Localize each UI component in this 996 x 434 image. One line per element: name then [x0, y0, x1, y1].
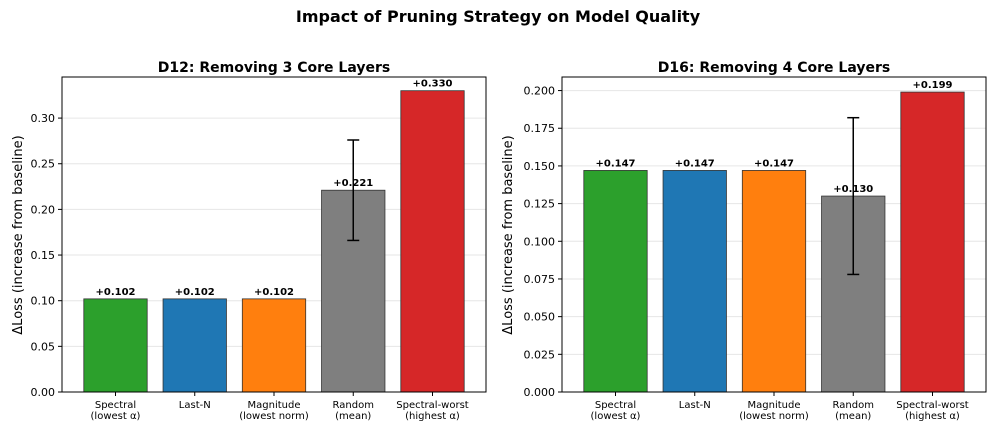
bar — [83, 298, 148, 393]
x-tick-label: Random (mean) — [833, 400, 874, 422]
data-label: +0.130 — [833, 184, 873, 195]
data-label: +0.199 — [912, 80, 952, 91]
x-tick-label: Magnitude (lowest norm) — [239, 400, 309, 422]
y-tick-label: 0.075 — [524, 273, 556, 286]
data-label: +0.330 — [412, 79, 452, 90]
y-tick-label: 0.175 — [524, 122, 556, 135]
y-tick-label: 0.200 — [524, 85, 556, 98]
plot-frame — [61, 76, 487, 393]
y-tick-label: 0.025 — [524, 348, 556, 361]
y-tick-label: 0.000 — [524, 386, 556, 399]
y-tick-label: 0.100 — [524, 235, 556, 248]
bar — [400, 90, 465, 393]
plot-frame — [561, 76, 987, 393]
chart-panel-d12: D12: Removing 3 Core Layers ΔLoss (incre… — [11, 60, 487, 422]
bar — [741, 170, 807, 393]
bar — [162, 298, 227, 393]
bar — [583, 170, 648, 393]
data-label: +0.147 — [675, 158, 715, 169]
data-label: +0.102 — [95, 287, 135, 298]
data-label: +0.147 — [595, 158, 635, 169]
panel-title: D16: Removing 4 Core Layers — [658, 60, 890, 76]
x-tick-label: Spectral-worst (highest α) — [396, 400, 469, 422]
panel-title: D12: Removing 3 Core Layers — [158, 60, 390, 76]
bar — [241, 298, 307, 393]
data-label: +0.147 — [754, 158, 794, 169]
x-tick-label: Spectral-worst (highest α) — [896, 400, 969, 422]
y-tick-label: 0.05 — [31, 340, 56, 353]
y-tick-label: 0.15 — [31, 249, 56, 262]
y-tick-label: 0.10 — [31, 295, 56, 308]
x-tick-label: Random (mean) — [333, 400, 374, 422]
y-tick-label: 0.20 — [31, 203, 56, 216]
bar — [662, 170, 727, 393]
y-axis-label: ΔLoss (increase from baseline) — [11, 135, 26, 334]
y-tick-label: 0.00 — [31, 386, 56, 399]
data-label: +0.102 — [254, 287, 294, 298]
data-label: +0.221 — [333, 178, 373, 189]
x-tick-label: Last-N — [679, 400, 711, 411]
figure-title: Impact of Pruning Strategy on Model Qual… — [296, 7, 701, 26]
y-tick-label: 0.125 — [524, 198, 556, 211]
y-tick-label: 0.25 — [31, 158, 56, 171]
x-tick-label: Last-N — [179, 400, 211, 411]
x-tick-label: Spectral (lowest α) — [91, 400, 141, 422]
y-tick-label: 0.150 — [524, 160, 556, 173]
y-axis-label: ΔLoss (increase from baseline) — [501, 135, 516, 334]
x-tick-label: Magnitude (lowest norm) — [739, 400, 809, 422]
data-label: +0.102 — [175, 287, 215, 298]
y-tick-label: 0.050 — [524, 311, 556, 324]
bar — [900, 91, 965, 393]
y-tick-label: 0.30 — [31, 112, 56, 125]
chart-panel-d16: D16: Removing 4 Core Layers ΔLoss (incre… — [501, 60, 987, 422]
x-tick-label: Spectral (lowest α) — [591, 400, 641, 422]
